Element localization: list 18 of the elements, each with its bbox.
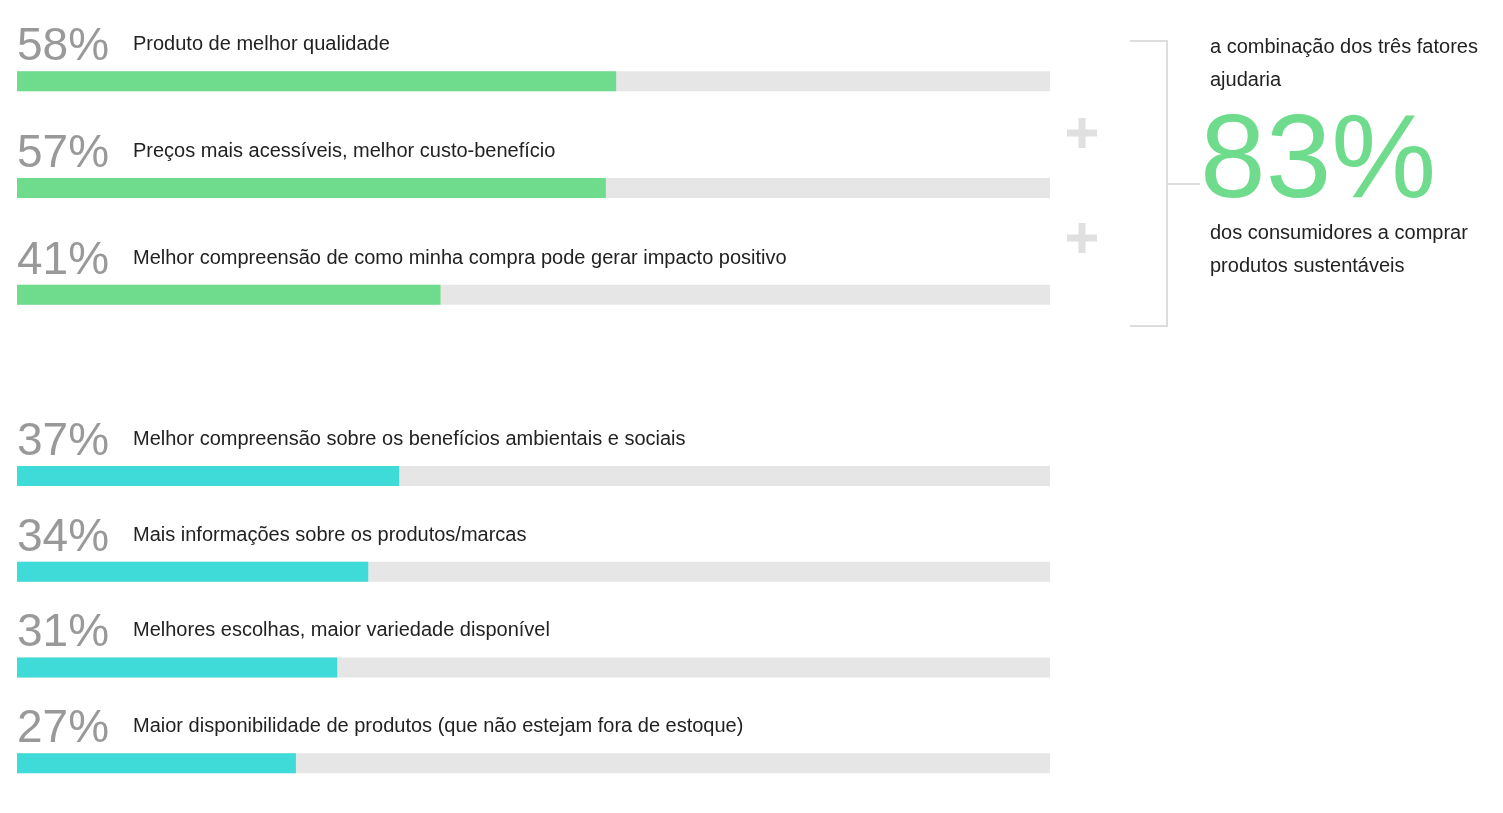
text: a combinação dos três fatores ajudaria <box>1210 34 1479 92</box>
text: 83% <box>1200 90 1438 222</box>
y-tick-label: Melhor compreensão de como minha compra pode gerar impacto positivo <box>133 245 787 268</box>
data-label: 31% <box>17 604 110 657</box>
y-tick-label: Melhores escolhas, maior variedade disponível <box>133 618 550 641</box>
data-label: 34% <box>17 508 110 561</box>
bar <box>17 657 338 678</box>
text: dos consumidores a comprar produtos sustentáveis <box>1210 220 1469 278</box>
y-tick-label: Preços mais acessíveis, melhor custo-benefício <box>133 139 556 161</box>
y-tick-label: Mais informações sobre os produtos/marcas <box>133 522 527 545</box>
data-label: 37% <box>17 412 110 465</box>
y-tick-label: Melhor compreensão sobre os benefícios ambientais e sociais <box>133 426 686 449</box>
y-tick-label: Maior disponibilidade de produtos (que não estejam fora de estoque) <box>133 714 744 737</box>
data-label: 27% <box>17 700 110 753</box>
y-tick-label: Produto de melhor qualidade <box>133 32 390 55</box>
data-label: 57% <box>17 125 110 177</box>
data-label: 58% <box>17 18 110 71</box>
data-label: 41% <box>17 231 110 284</box>
